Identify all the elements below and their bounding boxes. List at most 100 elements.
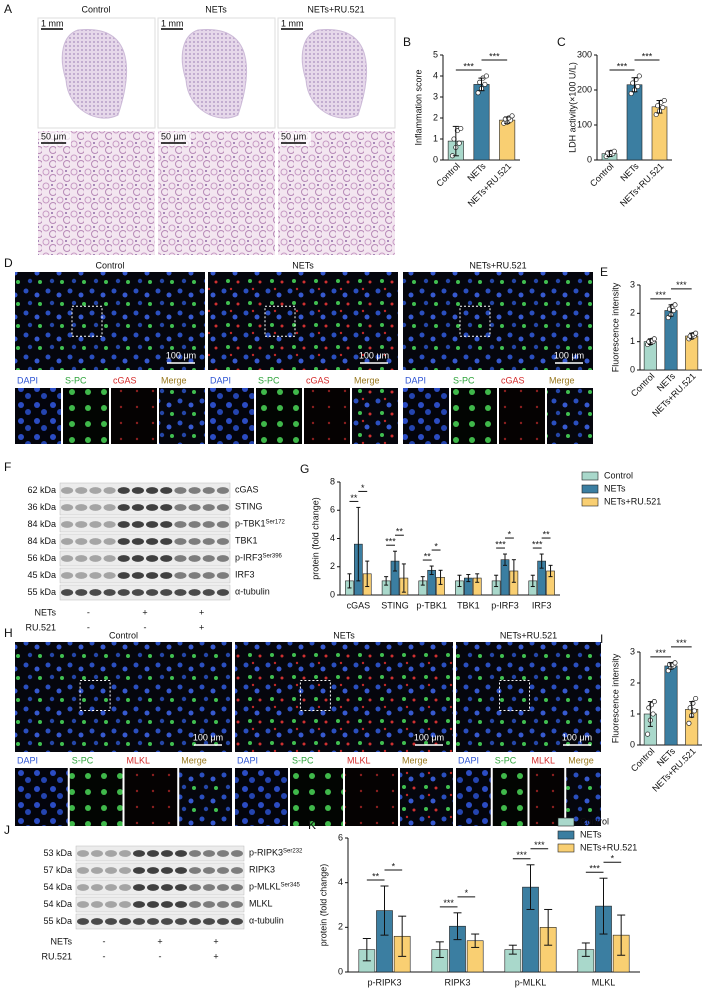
blot-band: [217, 901, 229, 908]
y-axis-label: Fluorescence intensity: [610, 282, 620, 372]
blot-band: [203, 867, 215, 874]
protein-name: cGAS: [235, 485, 259, 495]
y-tick-label: 300: [577, 49, 592, 59]
blot-band: [77, 850, 89, 857]
roi-box: [264, 305, 296, 337]
scale-label: 100 μm: [193, 732, 223, 742]
channel-image: [15, 388, 61, 444]
blot-band: [77, 901, 89, 908]
blot-band: [131, 555, 144, 562]
blot-strip: [59, 482, 231, 499]
channel-label: DAPI: [17, 755, 38, 765]
roi-box: [71, 305, 103, 337]
y-tick-label: 200: [577, 84, 592, 94]
kda-label: 36 kDa: [27, 502, 56, 512]
blot-band: [75, 555, 88, 562]
scale-label: 1 mm: [41, 18, 64, 28]
significance-label: **: [372, 871, 380, 881]
blot-band: [105, 850, 117, 857]
blot-band: [131, 521, 144, 528]
panel-letter: C: [557, 35, 566, 49]
blot-band: [161, 918, 173, 925]
legend-label: Control: [604, 470, 633, 480]
treatment-sign: -: [87, 607, 90, 617]
blot-band: [160, 504, 173, 511]
channel-label: S-PC: [72, 755, 94, 765]
scale-label: 100 μm: [414, 732, 444, 742]
channel-label: Merge: [181, 755, 207, 765]
y-tick-label: 0: [330, 589, 335, 599]
kda-label: 55 kDa: [27, 587, 56, 597]
blot-band: [89, 572, 102, 579]
channel-image: [15, 768, 68, 826]
channel-label: Merge: [568, 755, 594, 765]
treatment-sign: -: [159, 951, 162, 961]
data-point: [686, 720, 692, 726]
blot-band: [61, 555, 74, 562]
treatment-sign: -: [144, 622, 147, 632]
blot-band: [188, 589, 201, 596]
protein-label: p-IRF3Ser396: [235, 553, 283, 563]
channel-image: [159, 388, 205, 444]
scale-label: 100 μm: [562, 732, 592, 742]
y-tick-label: 3: [630, 279, 635, 289]
blot-band: [117, 572, 130, 579]
channel-label: cGAS: [501, 375, 525, 385]
blot-band: [105, 901, 117, 908]
x-tick-label: IRF3: [532, 600, 552, 610]
protein-site: Ser345: [281, 882, 301, 888]
legend-label: NETs+RU.521: [580, 842, 637, 852]
channel-label: S-PC: [495, 755, 517, 765]
treatment-label: RU.521: [25, 622, 56, 632]
roi-box: [79, 680, 111, 711]
y-tick-label: 2: [630, 677, 635, 687]
significance-label: *: [361, 483, 365, 493]
protein-site: Ser396: [263, 553, 283, 559]
blot-band: [160, 538, 173, 545]
panel-letter: D: [4, 256, 13, 270]
panel-letter: J: [4, 823, 10, 837]
blot-band: [147, 901, 159, 908]
blot-band: [147, 867, 159, 874]
blot-band: [103, 504, 116, 511]
y-tick-label: 0: [630, 739, 635, 749]
data-point: [475, 90, 481, 96]
treatment-sign: -: [87, 622, 90, 632]
data-point: [650, 711, 656, 717]
channel-label: S-PC: [258, 375, 280, 385]
y-tick-label: 100: [577, 119, 592, 129]
y-tick-label: 3: [433, 91, 438, 101]
channel-label: S-PC: [65, 375, 87, 385]
blot-band: [175, 918, 187, 925]
protein-name: IRF3: [235, 570, 255, 580]
channel-image: [208, 388, 254, 444]
channel-image: [304, 388, 350, 444]
blot-band: [160, 589, 173, 596]
blot-band: [75, 572, 88, 579]
blot-band: [202, 572, 215, 579]
channel-image: [451, 388, 497, 444]
blot-band: [161, 901, 173, 908]
channel-image: [566, 768, 601, 826]
channel-image: [352, 388, 398, 444]
x-tick-label: Control: [629, 746, 657, 774]
blot-band: [160, 487, 173, 494]
y-axis-label: Inflammation score: [413, 69, 423, 145]
bar: [685, 335, 699, 371]
significance-label: *: [508, 529, 512, 539]
scale-label: 50 μm: [41, 131, 66, 141]
protein-label: MLKL: [249, 899, 273, 909]
channel-label: DAPI: [210, 375, 231, 385]
blot-band: [160, 572, 173, 579]
blot-band: [160, 521, 173, 528]
channel-label: MLKL: [532, 755, 556, 765]
blot-band: [188, 538, 201, 545]
blot-band: [216, 572, 229, 579]
blot-band: [91, 918, 103, 925]
roi-box: [299, 680, 331, 711]
blot-band: [188, 504, 201, 511]
scale-label: 50 μm: [161, 131, 186, 141]
blot-band: [91, 867, 103, 874]
channel-image: [400, 768, 453, 826]
